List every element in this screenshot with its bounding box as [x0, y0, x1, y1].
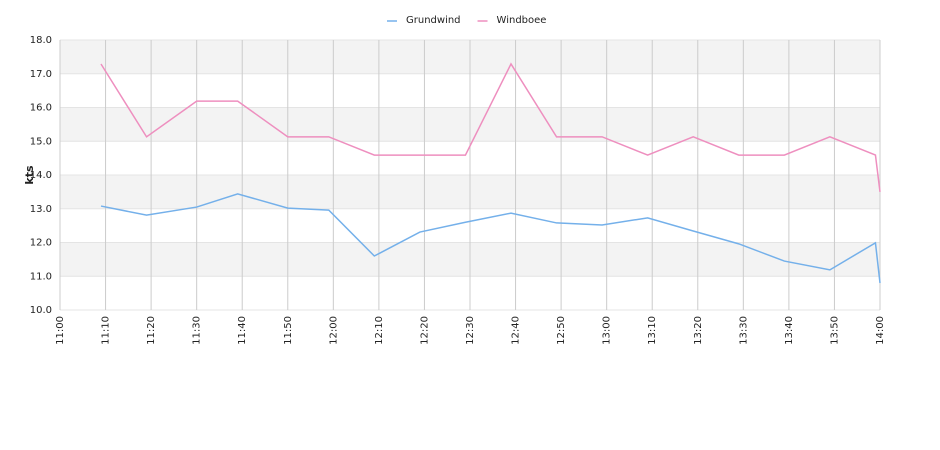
x-tick-label: 11:00 — [55, 316, 66, 345]
x-tick-label: 11:20 — [146, 316, 157, 345]
y-tick-label: 16.0 — [30, 103, 52, 114]
y-tick-label: 18.0 — [30, 35, 52, 46]
x-tick-label: 12:40 — [511, 316, 522, 345]
x-tick-label: 12:10 — [374, 316, 385, 345]
y-tick-label: 13.0 — [30, 204, 52, 215]
x-tick-label: 13:50 — [829, 316, 840, 345]
x-tick-label: 11:50 — [283, 316, 294, 345]
legend-label: Windboee — [497, 15, 547, 26]
legend-label: Grundwind — [406, 15, 461, 26]
y-axis-label: kts — [23, 165, 36, 185]
x-tick-label: 13:30 — [738, 316, 749, 345]
y-tick-label: 12.0 — [30, 238, 52, 249]
x-tick-label: 12:50 — [556, 316, 567, 345]
x-tick-label: 13:20 — [693, 316, 704, 345]
line — [100, 62, 881, 192]
y-tick-label: 10.0 — [30, 305, 52, 316]
x-tick-label: 12:00 — [328, 316, 339, 345]
x-tick-label: 13:00 — [602, 316, 613, 345]
x-tick-label: 12:30 — [465, 316, 476, 345]
x-tick-label: 13:10 — [647, 316, 658, 345]
x-tick-label: 11:30 — [192, 316, 203, 345]
line — [100, 193, 881, 284]
x-tick-label: 11:40 — [237, 316, 248, 345]
y-tick-label: 11.0 — [30, 271, 52, 282]
y-tick-label: 15.0 — [30, 136, 52, 147]
x-tick-label: 14:00 — [875, 316, 886, 345]
x-tick-label: 12:20 — [419, 316, 430, 345]
x-tick-label: 13:40 — [784, 316, 795, 345]
y-tick-label: 14.0 — [30, 170, 52, 181]
y-tick-label: 17.0 — [30, 69, 52, 80]
x-tick-label: 11:10 — [101, 316, 112, 345]
